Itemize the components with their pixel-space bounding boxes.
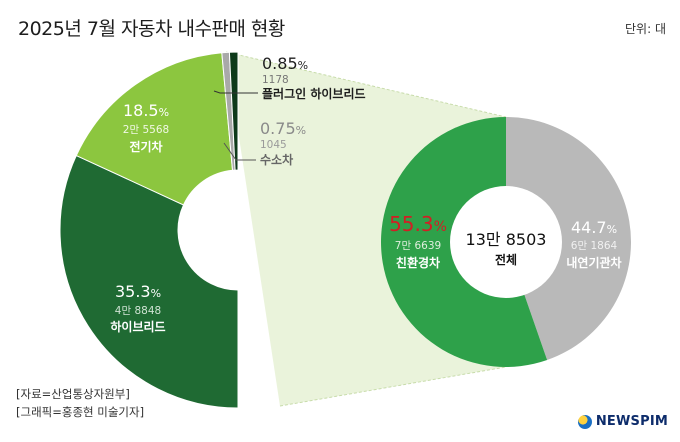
zoom-connector-top-line [225,51,507,118]
breakdown-label-pct-3: 0.85% [262,54,308,73]
graphic-credit: [그래픽=홍종현 미술기자] [16,405,145,419]
brand-text: NEWSPIM [595,414,668,429]
breakdown-label-name-2: 수소차 [260,152,293,167]
main-label-value-1: 6만 1864 [571,240,618,252]
callout-line-2 [223,142,256,161]
main-label-name-1: 내연기관차 [566,255,621,270]
main-label-pct-1: 44.7% [571,218,617,237]
breakdown-label-pct-1: 18.5% [123,101,169,120]
breakdown-slice-0 [59,154,239,409]
source-label: [자료=산업통상자원부] [16,387,130,401]
newspim-logo: NEWSPIM [577,414,668,429]
breakdown-label-value-2: 1045 [260,139,287,151]
breakdown-label-pct-0: 35.3% [115,282,161,301]
main-slice-1 [506,117,632,361]
main-label-value-0: 7만 6639 [395,240,441,252]
callout-line-3 [213,90,258,94]
newspim-logo-icon [577,414,592,429]
breakdown-slice-3 [228,51,239,171]
breakdown-label-value-1: 2만 5568 [123,124,169,136]
center-total-value: 13만 8503 [466,230,547,249]
breakdown-label-name-3: 플러그인 하이브리드 [262,86,366,101]
unit-label: 단위: 대 [625,22,666,36]
zoom-connector-bottom-line [279,366,507,407]
breakdown-label-value-0: 4만 8848 [115,305,161,317]
breakdown-slice-1 [75,52,234,206]
donut-center-hole [450,186,562,298]
breakdown-label-name-1: 전기차 [129,139,162,154]
center-total-label: 전체 [495,252,517,267]
breakdown-label-value-3: 1178 [262,74,289,86]
breakdown-label-name-0: 하이브리드 [110,319,165,334]
page-title: 2025년 7월 자동차 내수판매 현황 [18,18,285,40]
main-label-name-0: 친환경차 [396,255,440,270]
main-label-pct-0: 55.3% [389,212,447,236]
breakdown-label-pct-2: 0.75% [260,119,306,138]
